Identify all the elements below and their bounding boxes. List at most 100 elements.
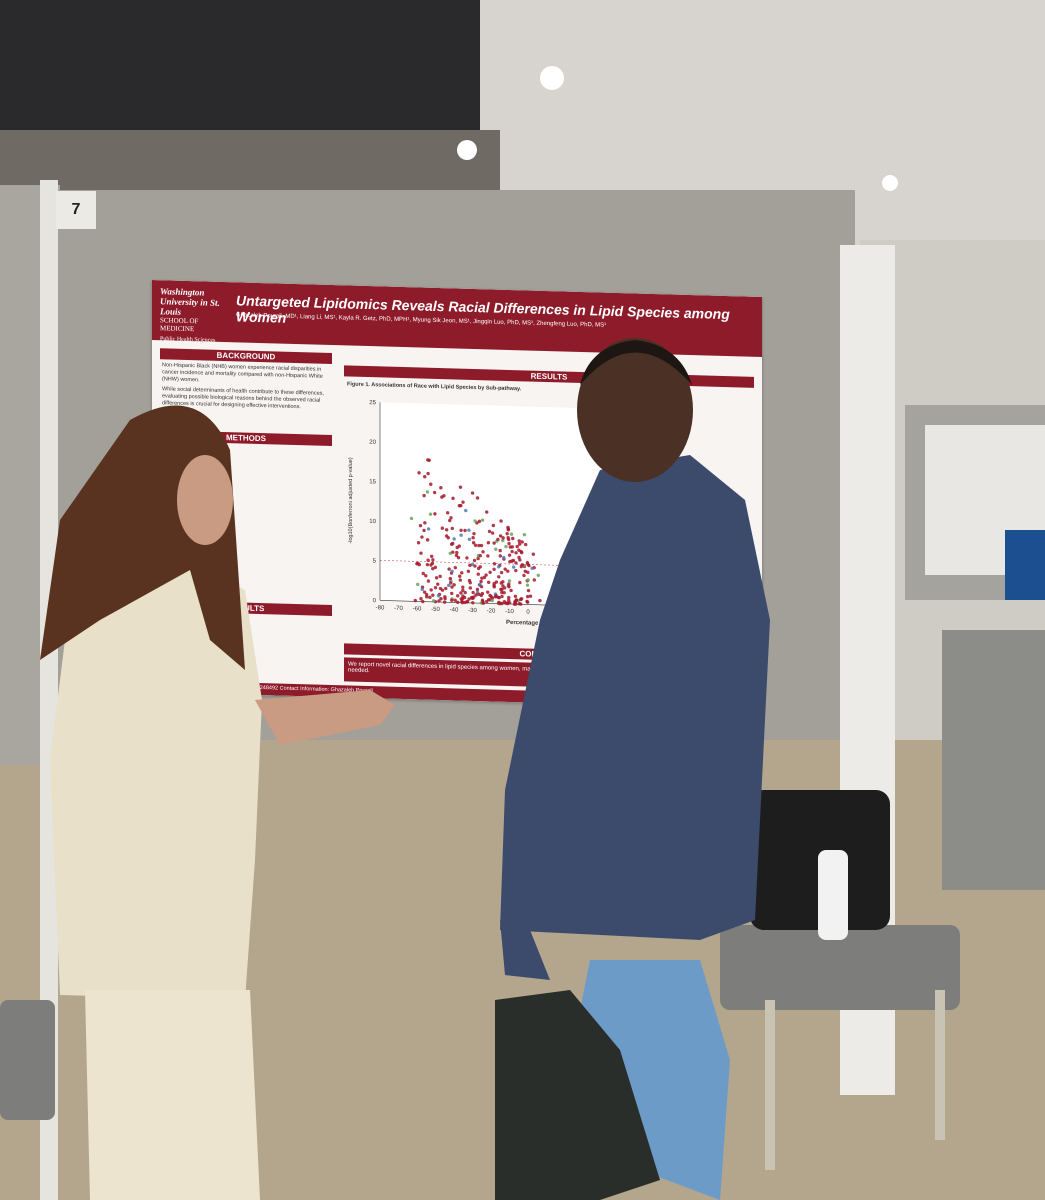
scatter-dot [433, 512, 437, 516]
scatter-dot [453, 565, 457, 570]
y-tick-label: 0 [373, 598, 377, 604]
scatter-dot [426, 579, 431, 583]
scatter-dot [451, 550, 455, 554]
sleeve [500, 920, 550, 980]
scatter-dot [485, 510, 489, 514]
scatter-dot [443, 597, 447, 601]
scatter-dot [471, 541, 476, 545]
scatter-dot [513, 594, 518, 598]
scatter-dot [449, 516, 453, 520]
scatter-dot [502, 555, 506, 560]
x-tick-label: -50 [431, 607, 440, 613]
scatter-dot [538, 598, 542, 603]
scatter-dot [500, 594, 504, 599]
chair-leg [935, 990, 945, 1140]
scatter-dot [440, 526, 445, 530]
scatter-dot [510, 545, 515, 549]
scatter-dot [457, 504, 462, 508]
scatter-dot [518, 580, 522, 585]
scatter-dot [507, 598, 511, 602]
scatter-dot [498, 548, 502, 553]
scatter-dot [419, 597, 423, 601]
scatter-dot [526, 570, 530, 575]
scatter-dot [416, 541, 421, 545]
scatter-dot [486, 580, 491, 585]
scatter-dot [520, 563, 525, 567]
scatter-dot [429, 482, 433, 486]
y-axis-label: -log10(Bonferroni adjusted p-value) [348, 457, 354, 544]
light [882, 175, 898, 191]
scatter-dot [472, 558, 477, 563]
scatter-dot [425, 595, 429, 599]
scatter-dot [420, 587, 424, 592]
board-post [40, 180, 58, 1200]
scatter-dot [525, 594, 530, 599]
scatter-dot [486, 541, 491, 545]
scatter-dot [439, 596, 443, 601]
scatter-dot [508, 559, 512, 564]
scatter-dot [423, 521, 427, 525]
scatter-dot [494, 594, 498, 598]
woman-blazer [50, 550, 262, 1000]
scatter-dot [460, 571, 464, 575]
scatter-dot [486, 590, 490, 594]
scatter-dot [433, 565, 438, 570]
scatter-dot [499, 519, 503, 523]
scatter-dot [465, 600, 469, 604]
scatter-dot [425, 562, 430, 567]
scatter-dot [511, 558, 516, 563]
scatter-dot [506, 569, 510, 573]
cabinet [942, 630, 1045, 890]
scatter-dot [480, 576, 484, 580]
scatter-dot [423, 474, 427, 479]
scatter-dot [530, 566, 534, 570]
scatter-dot [468, 581, 472, 585]
scatter-dot [504, 601, 508, 605]
scatter-dot [422, 528, 426, 533]
scatter-dot [454, 553, 459, 558]
scatter-dot [434, 576, 439, 580]
scatter-dot [452, 583, 456, 587]
scatter-dot [453, 598, 457, 602]
scatter-dot [484, 599, 489, 604]
scatter-dot [429, 588, 433, 592]
scatter-dot [489, 594, 493, 599]
scatter-dot [492, 567, 496, 572]
scatter-dot [431, 599, 436, 603]
x-tick-label: -30 [468, 608, 477, 614]
scatter-dot [475, 496, 480, 500]
x-tick-label: -10 [505, 609, 514, 615]
scatter-dot [509, 532, 514, 536]
scatter-dot [536, 573, 540, 578]
scatter-dot [531, 552, 535, 556]
scatter-dot [452, 537, 456, 541]
scatter-dot [519, 596, 524, 601]
scatter-dot [503, 567, 507, 571]
scatter-dot [467, 597, 471, 601]
scatter-dot [471, 536, 475, 540]
scatter-dot [494, 580, 499, 584]
scatter-dot [498, 554, 503, 558]
scatter-dot [457, 544, 461, 548]
scatter-dot [481, 601, 485, 605]
scatter-dot [429, 563, 433, 567]
scatter-dot [421, 599, 425, 604]
scatter-dot [468, 563, 472, 567]
light [457, 140, 477, 160]
scatter-dot [419, 551, 423, 555]
scatter-dot [526, 588, 531, 593]
scatter-dot [431, 593, 435, 597]
scatter-dot [440, 588, 445, 592]
scatter-dot [458, 485, 463, 489]
scatter-dot [463, 590, 467, 595]
scatter-dot [501, 538, 505, 543]
y-tick-label: 20 [369, 440, 376, 446]
scatter-dot [517, 539, 521, 543]
scatter-dot [463, 528, 467, 533]
scatter-dot [473, 564, 477, 568]
scatter-dot [426, 471, 430, 476]
scatter-dot [510, 549, 514, 554]
scatter-dot [497, 601, 502, 605]
